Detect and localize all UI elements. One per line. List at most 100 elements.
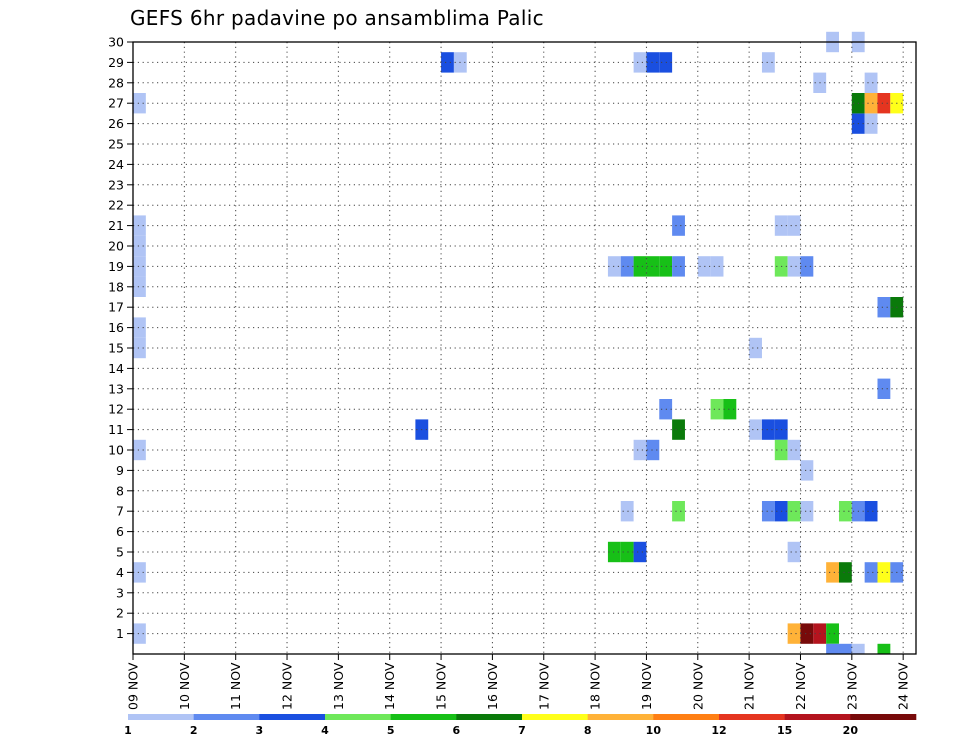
legend-swatch xyxy=(128,714,194,720)
heatmap-cell xyxy=(133,276,146,297)
y-tick-label: 23 xyxy=(108,177,124,192)
heatmap-cell xyxy=(838,501,852,522)
heatmap-cell xyxy=(787,256,801,277)
x-tick-label: 18 NOV xyxy=(588,662,603,710)
legend-swatch xyxy=(850,714,917,720)
legend-swatch xyxy=(456,714,523,720)
legend-label: 10 xyxy=(646,724,662,737)
x-tick-label: 10 NOV xyxy=(177,662,192,710)
y-tick-label: 25 xyxy=(108,137,124,152)
heatmap-cell xyxy=(826,562,839,583)
heatmap-cell xyxy=(800,460,814,481)
y-tick-label: 3 xyxy=(116,585,124,600)
heatmap-cell xyxy=(133,235,146,257)
y-tick-label: 5 xyxy=(116,545,124,560)
heatmap-cell xyxy=(710,399,724,420)
heatmap-cell xyxy=(723,399,737,420)
heatmap-cell xyxy=(646,256,660,277)
y-tick-label: 13 xyxy=(108,381,124,396)
heatmap-cell xyxy=(133,623,146,644)
heatmap-cell xyxy=(877,378,891,399)
heatmap-cell xyxy=(633,256,647,277)
legend-swatch xyxy=(653,714,720,720)
y-tick-label: 16 xyxy=(108,320,124,335)
y-tick-label: 6 xyxy=(116,524,124,539)
legend-label: 6 xyxy=(453,724,461,737)
y-tick-label: 24 xyxy=(108,157,124,172)
legend-label: 20 xyxy=(843,724,859,737)
x-tick-label: 17 NOV xyxy=(536,662,551,710)
heatmap-cell xyxy=(826,623,839,644)
heatmap-cell xyxy=(620,256,634,277)
heatmap-cell xyxy=(800,256,814,277)
y-tick-label: 30 xyxy=(108,35,124,50)
y-tick-label: 29 xyxy=(108,55,124,70)
heatmap-cell xyxy=(877,562,891,583)
heatmap-cell xyxy=(659,399,673,420)
heatmap-cell xyxy=(787,439,801,461)
heatmap-cell xyxy=(838,562,852,583)
grid-layer xyxy=(133,42,916,654)
heatmap-cell xyxy=(877,643,891,654)
heatmap-cell xyxy=(133,562,146,583)
color-legend: 1 2 3 4 5 6 7 8 10 12 15 20 xyxy=(124,714,917,737)
y-tick-label: 10 xyxy=(108,443,124,458)
legend-label: 12 xyxy=(711,724,726,737)
y-tick-label: 1 xyxy=(116,626,124,641)
y-tick-label: 14 xyxy=(108,361,124,376)
heatmap-cell xyxy=(787,501,801,522)
heatmap-cell xyxy=(133,256,146,277)
y-tick-label: 12 xyxy=(108,402,124,417)
x-tick-label: 23 NOV xyxy=(844,662,859,710)
y-tick-label: 26 xyxy=(108,116,124,131)
y-tick-label: 28 xyxy=(108,75,124,90)
heatmap-cell xyxy=(133,439,146,461)
legend-label: 3 xyxy=(256,724,264,737)
heatmap-cell xyxy=(864,72,878,93)
heatmap-cell xyxy=(607,256,621,277)
heatmap-cell xyxy=(864,113,878,134)
legend-swatch xyxy=(719,714,785,720)
heatmap-cell xyxy=(864,562,878,583)
heatmap-cell xyxy=(787,541,801,563)
y-tick-label: 8 xyxy=(116,483,124,498)
heatmap-cell xyxy=(877,297,891,318)
legend-label: 5 xyxy=(387,724,395,737)
heatmap-cell xyxy=(133,317,146,338)
legend-swatch xyxy=(784,714,851,720)
heatmap-cell xyxy=(441,52,454,73)
x-tick-label: 11 NOV xyxy=(228,662,243,710)
y-tick-label: 7 xyxy=(116,504,124,519)
heatmap-cell xyxy=(864,501,878,522)
heatmap-cell xyxy=(749,337,762,359)
heatmap-cell xyxy=(646,439,660,461)
chart-title: GEFS 6hr padavine po ansamblima Palic xyxy=(130,6,544,30)
x-tick-label: 13 NOV xyxy=(331,662,346,710)
heatmap-cell xyxy=(659,256,673,277)
heatmap-cell xyxy=(672,256,685,277)
legend-label: 1 xyxy=(124,724,132,737)
legend-label: 7 xyxy=(518,724,526,737)
legend-swatch xyxy=(193,714,260,720)
y-tick-label: 19 xyxy=(108,259,124,274)
heatmap-cell xyxy=(672,419,685,440)
legend-swatch xyxy=(587,714,654,720)
legend-label: 15 xyxy=(777,724,792,737)
heatmap-cell xyxy=(800,623,814,644)
legend-swatch xyxy=(390,714,457,720)
y-tick-label: 21 xyxy=(108,218,124,233)
y-tick-label: 9 xyxy=(116,463,124,478)
x-tick-label: 20 NOV xyxy=(690,662,705,710)
legend-swatch xyxy=(259,714,326,720)
legend-swatch xyxy=(325,714,391,720)
heatmap-cell xyxy=(787,215,801,236)
x-tick-label: 22 NOV xyxy=(793,662,808,710)
heatmap-cell xyxy=(838,643,852,654)
y-tick-label: 27 xyxy=(108,96,124,111)
heatmap-cell xyxy=(633,52,647,73)
heatmap-cell xyxy=(620,501,634,522)
heatmap-cell xyxy=(672,215,685,236)
y-tick-label: 20 xyxy=(108,239,124,254)
y-tick-label: 15 xyxy=(108,341,124,356)
